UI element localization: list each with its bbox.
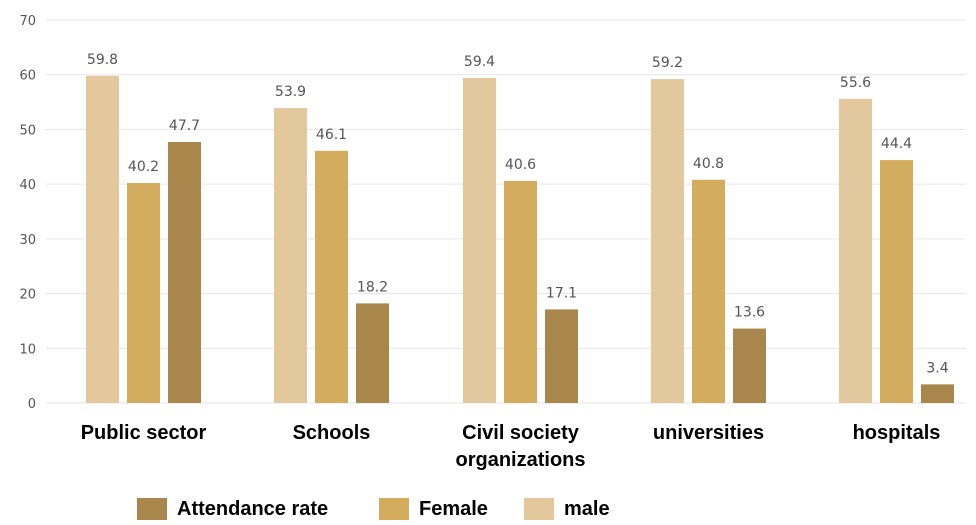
y-tick-label: 70 — [19, 14, 36, 29]
data-label: 40.6 — [505, 157, 536, 173]
data-label: 13.6 — [734, 305, 765, 321]
data-label: 3.4 — [926, 360, 948, 376]
legend-item-male: male — [524, 494, 610, 524]
legend-swatch-attendance-rate — [137, 498, 167, 520]
data-label: 59.2 — [652, 55, 683, 71]
y-tick-label: 10 — [19, 342, 36, 357]
bar-attendance-rate — [921, 384, 954, 403]
bar-attendance-rate — [733, 328, 766, 403]
data-label: 53.9 — [275, 84, 306, 100]
category-label: Public sector — [81, 422, 207, 444]
bar-male — [86, 75, 119, 404]
data-label: 55.6 — [840, 75, 871, 91]
bar-male — [651, 79, 684, 403]
data-label: 46.1 — [316, 127, 347, 143]
y-tick-label: 20 — [19, 288, 36, 303]
legend-item-attendance-rate: Attendance rate — [137, 494, 328, 524]
data-label: 40.8 — [693, 156, 724, 172]
legend-label-female: Female — [419, 497, 488, 520]
bar-male — [463, 77, 496, 404]
y-tick-label: 50 — [19, 123, 36, 138]
data-label: 59.4 — [464, 54, 495, 70]
bar-male — [839, 98, 872, 403]
category-label: organizations — [455, 449, 585, 471]
bar-female — [315, 150, 348, 403]
category-label: hospitals — [853, 422, 941, 444]
data-label: 59.8 — [87, 52, 118, 68]
y-tick-label: 30 — [19, 233, 36, 248]
category-label: Civil society — [462, 422, 580, 444]
bar-female — [880, 160, 913, 403]
legend-label-male: male — [564, 497, 610, 520]
category-label: Schools — [293, 422, 371, 444]
bar-male — [274, 108, 307, 403]
data-label: 47.7 — [169, 118, 200, 134]
bar-female — [504, 180, 537, 403]
y-tick-label: 60 — [19, 69, 36, 84]
data-label: 17.1 — [546, 285, 577, 301]
bar-attendance-rate — [168, 142, 201, 403]
y-tick-label: 40 — [19, 178, 36, 193]
bar-female — [127, 183, 160, 403]
legend: Attendance rate Female male — [0, 494, 976, 524]
bar-female — [692, 179, 725, 403]
legend-item-female: Female — [379, 494, 488, 524]
data-label: 40.2 — [128, 159, 159, 175]
bar-attendance-rate — [545, 309, 578, 403]
legend-label-attendance-rate: Attendance rate — [177, 497, 329, 520]
category-label: universities — [653, 422, 764, 444]
data-label: 44.4 — [881, 136, 912, 152]
legend-swatch-male — [524, 498, 554, 520]
legend-swatch-female — [379, 498, 409, 520]
data-label: 18.2 — [357, 279, 388, 295]
bar-attendance-rate — [356, 303, 389, 403]
y-tick-label: 0 — [28, 397, 36, 412]
